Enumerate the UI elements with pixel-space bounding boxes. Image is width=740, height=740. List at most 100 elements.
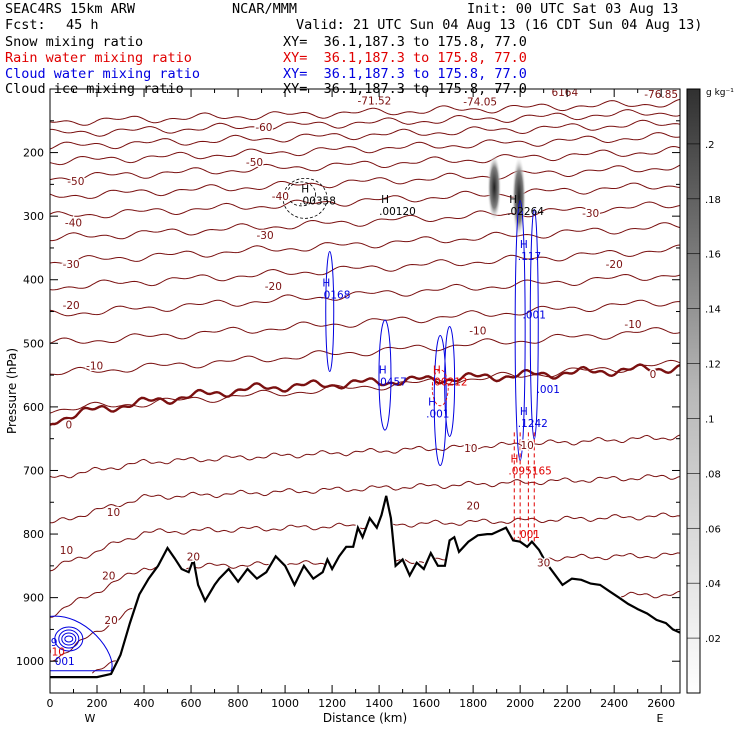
isotherm-label: -40 xyxy=(65,218,82,230)
forecast-hour: 45 h xyxy=(66,17,99,33)
colorbar-tick-label: .02 xyxy=(705,634,721,645)
y-tick-label: 300 xyxy=(23,210,44,223)
colorbar-tick-label: .18 xyxy=(705,195,721,206)
colorbar xyxy=(686,88,701,694)
isotherm--25 xyxy=(50,244,680,291)
forecast-label: Fcst: xyxy=(5,17,46,33)
isotherm-label: -40 xyxy=(272,191,289,203)
max-label: H.0457 xyxy=(377,364,407,388)
isotherm--55 xyxy=(50,132,680,166)
valid-time: Valid: 21 UTC Sun 04 Aug 13 (16 CDT Sun … xyxy=(296,17,703,33)
x-tick-label: 1000 xyxy=(271,697,299,710)
cloud-water-ring-3 xyxy=(64,635,74,643)
isotherm-label: 20 xyxy=(466,500,479,512)
y-tick-label: 200 xyxy=(23,147,44,160)
isotherm--10 xyxy=(50,327,680,376)
isotherm-20 xyxy=(50,552,680,618)
max-marker: H xyxy=(520,406,528,418)
max-marker: H xyxy=(509,194,517,206)
max-label: .001 xyxy=(523,310,546,322)
colorbar-tick-label: .08 xyxy=(705,469,721,480)
colorbar-tick-label: .12 xyxy=(705,360,721,371)
isotherm-25 xyxy=(50,590,680,662)
isotherm--45 xyxy=(50,164,680,199)
cloud-water-contour-3 xyxy=(444,325,456,437)
field-name-rain: Rain water mixing ratio xyxy=(5,50,192,66)
max-label: H.001 xyxy=(426,396,449,420)
max-value: .001 xyxy=(523,310,546,322)
plot-content: -60 -50 -50 -40 -40 -30 -30 -30 -20 -20 -20 -10 -10 -… xyxy=(38,87,680,679)
isotherm-label: -50 xyxy=(246,157,263,169)
isotherm-label: 20 xyxy=(104,615,117,627)
x-tick-label: 1600 xyxy=(412,697,440,710)
isotherm-label: 0 xyxy=(65,420,72,432)
x-tick-label: 2000 xyxy=(506,697,534,710)
x-tick-label: 400 xyxy=(134,697,155,710)
isotherm-extremum-label: -71.52 xyxy=(357,95,391,107)
plot-frame xyxy=(49,88,681,694)
isotherm-label: 10 xyxy=(464,443,477,455)
max-marker: H xyxy=(381,194,389,206)
max-value: 0010 xyxy=(38,647,65,659)
isotherm-label: -10 xyxy=(624,319,641,331)
max-value: .00120 xyxy=(379,206,416,218)
max-value: .1242 xyxy=(518,418,548,430)
max-label: H.095165 xyxy=(508,453,551,477)
max-marker: H xyxy=(322,277,330,289)
max-label: .001 xyxy=(537,384,560,396)
max-value: .0168 xyxy=(320,289,350,301)
isotherm-label: -20 xyxy=(63,300,80,312)
isotherm--30 xyxy=(50,222,680,265)
field-name-cloud-water: Cloud water mixing ratio xyxy=(5,66,201,82)
max-value: .095165 xyxy=(508,465,551,477)
cloud-water-contour-1 xyxy=(378,319,392,431)
x-tick-label: 2600 xyxy=(647,697,675,710)
isotherm-extremum-label: 6164 xyxy=(551,87,578,99)
max-value: 79 xyxy=(44,637,57,649)
x-tick-label: 200 xyxy=(87,697,108,710)
isotherm--65 xyxy=(50,109,680,137)
y-tick-label: 1000 xyxy=(16,655,44,668)
isotherm-label: 20 xyxy=(102,570,115,582)
max-marker: H xyxy=(520,239,528,251)
x-tick-label: 1200 xyxy=(318,697,346,710)
max-label: 0010 xyxy=(38,647,65,659)
y-tick-label: 500 xyxy=(23,337,44,350)
isotherm-10 xyxy=(50,474,680,524)
isotherm--35 xyxy=(50,201,680,242)
cloud-water-ring-0 xyxy=(54,626,84,652)
isotherm--40 xyxy=(50,182,680,219)
max-label: H.1242 xyxy=(518,406,548,430)
max-label: H.02264 xyxy=(507,194,544,218)
org-label: NCAR/MMM xyxy=(232,1,298,17)
max-value: .00358 xyxy=(299,195,336,207)
isotherm-label: -20 xyxy=(606,259,623,271)
max-value: .02264 xyxy=(507,206,544,218)
field-xy-rain: XY= 36.1,187.3 to 175.8, 77.0 xyxy=(283,50,527,66)
max-value: 001 xyxy=(55,656,75,668)
colorbar-unit: g kg⁻¹ xyxy=(706,88,734,98)
isotherm-0 xyxy=(50,363,680,426)
max-label: 79 xyxy=(44,637,57,649)
field-xy-snow: XY= 36.1,187.3 to 175.8, 77.0 xyxy=(283,34,527,50)
isotherm--20 xyxy=(50,273,680,317)
max-marker: H xyxy=(379,364,387,376)
terrain-line xyxy=(50,495,680,679)
isotherm-label: 10 xyxy=(60,545,73,557)
y-tick-label: 700 xyxy=(23,464,44,477)
isotherm-label: -50 xyxy=(67,176,84,188)
max-value: .00212 xyxy=(431,376,468,388)
isotherm-label: -20 xyxy=(265,281,282,293)
max-value: .001 xyxy=(517,529,540,541)
max-value: .0457 xyxy=(377,376,407,388)
isotherm--5 xyxy=(50,359,680,414)
x-tick-label: 600 xyxy=(181,697,202,710)
field-xy-cloud-water: XY= 36.1,187.3 to 175.8, 77.0 xyxy=(283,66,527,82)
x-tick-label: 1800 xyxy=(459,697,487,710)
isotherm-extremum-label: -74.05 xyxy=(463,97,497,109)
y-tick-label: 600 xyxy=(23,401,44,414)
max-label: H.00358 xyxy=(299,183,336,207)
x-axis-label: Distance (km) xyxy=(323,711,407,725)
isotherm-label: -10 xyxy=(86,361,103,373)
